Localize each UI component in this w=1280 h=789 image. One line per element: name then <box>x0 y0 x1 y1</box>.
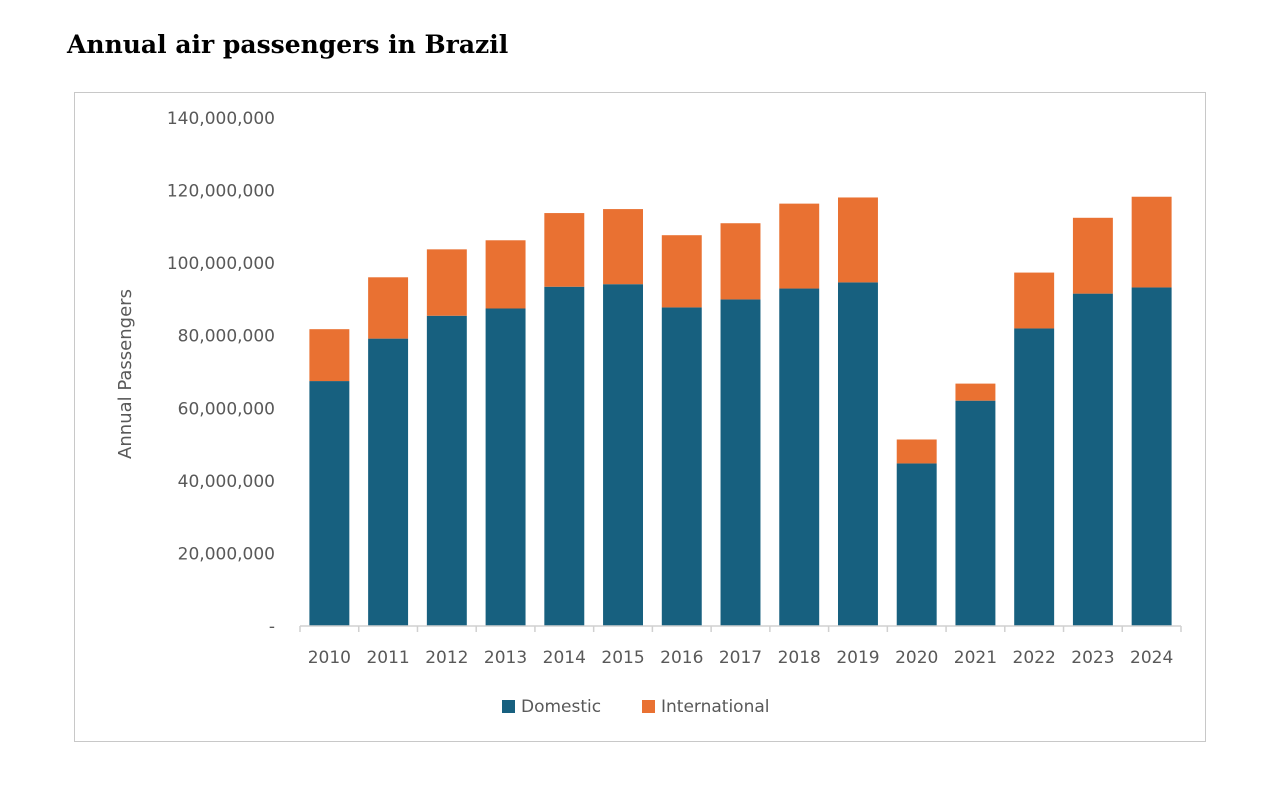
bar-international-2018 <box>779 203 820 289</box>
bar-domestic-2020 <box>896 463 937 626</box>
stacked-bar-chart: - 20,000,000 40,000,000 60,000,000 80,000,00… <box>115 109 1182 717</box>
x-axis-labels: 2010 2011 2012 2013 2014 2015 2016 2017 2018 2019… <box>308 648 1174 668</box>
x-tick-label: 2022 <box>1013 648 1056 668</box>
bar-international-2014 <box>544 213 585 287</box>
chart-container: - 20,000,000 40,000,000 60,000,000 80,000,00… <box>74 92 1206 742</box>
bar-domestic-2018 <box>779 288 820 626</box>
x-tick-label: 2010 <box>308 648 351 668</box>
x-tick-label: 2014 <box>543 648 586 668</box>
x-tick-label: 2019 <box>836 648 879 668</box>
bar-international-2022 <box>1014 272 1055 329</box>
x-tick-label: 2018 <box>778 648 821 668</box>
bar-international-2019 <box>838 197 878 283</box>
bar-international-2010 <box>309 329 350 382</box>
y-axis-title: Annual Passengers <box>115 289 136 459</box>
x-tick-label: 2021 <box>954 648 997 668</box>
page-title: Annual air passengers in Brazil <box>67 30 509 59</box>
bar-international-2024 <box>1131 196 1172 288</box>
y-tick-label: - <box>269 617 275 637</box>
bar-domestic-2014 <box>544 286 585 626</box>
bar-domestic-2015 <box>603 284 643 626</box>
x-tick-label: 2017 <box>719 648 762 668</box>
y-axis-ticks: - 20,000,000 40,000,000 60,000,000 80,000,00… <box>167 109 275 637</box>
y-tick-label: 60,000,000 <box>178 399 275 419</box>
y-tick-label: 120,000,000 <box>167 182 275 202</box>
bar-domestic-2023 <box>1072 293 1113 626</box>
bar-international-2016 <box>661 235 702 308</box>
bar-domestic-2022 <box>1014 328 1055 626</box>
bar-international-2017 <box>720 223 761 300</box>
bar-domestic-2013 <box>485 308 526 626</box>
bar-domestic-2010 <box>309 381 350 626</box>
legend: Domestic International <box>502 697 770 717</box>
bar-domestic-2024 <box>1131 287 1172 626</box>
bar-international-2020 <box>896 439 937 464</box>
bar-international-2013 <box>485 240 526 309</box>
legend-label-international: International <box>661 697 770 717</box>
x-tick-label: 2020 <box>895 648 938 668</box>
x-tick-label: 2011 <box>366 648 409 668</box>
y-tick-label: 140,000,000 <box>167 109 275 129</box>
x-tick-label: 2012 <box>425 648 468 668</box>
x-tick-label: 2013 <box>484 648 527 668</box>
bar-international-2011 <box>368 277 409 339</box>
bar-domestic-2011 <box>368 338 409 626</box>
bar-domestic-2012 <box>426 315 467 626</box>
bars-group <box>309 196 1172 626</box>
legend-swatch-international <box>642 700 655 713</box>
y-tick-label: 80,000,000 <box>178 327 275 347</box>
x-tick-label: 2023 <box>1071 648 1114 668</box>
x-tick-label: 2016 <box>660 648 703 668</box>
bar-international-2023 <box>1072 217 1113 294</box>
bar-domestic-2021 <box>955 400 996 626</box>
y-tick-label: 20,000,000 <box>178 544 275 564</box>
bar-international-2012 <box>426 249 467 316</box>
legend-swatch-domestic <box>502 700 515 713</box>
y-tick-label: 100,000,000 <box>167 254 275 274</box>
x-tick-label: 2024 <box>1130 648 1173 668</box>
legend-label-domestic: Domestic <box>521 697 601 717</box>
y-tick-label: 40,000,000 <box>178 472 275 492</box>
bar-international-2021 <box>955 383 996 401</box>
bar-international-2015 <box>603 209 643 285</box>
bar-domestic-2016 <box>661 307 702 626</box>
x-tick-label: 2015 <box>601 648 644 668</box>
bar-domestic-2019 <box>838 282 878 626</box>
x-axis <box>299 625 1182 632</box>
bar-domestic-2017 <box>720 299 761 626</box>
